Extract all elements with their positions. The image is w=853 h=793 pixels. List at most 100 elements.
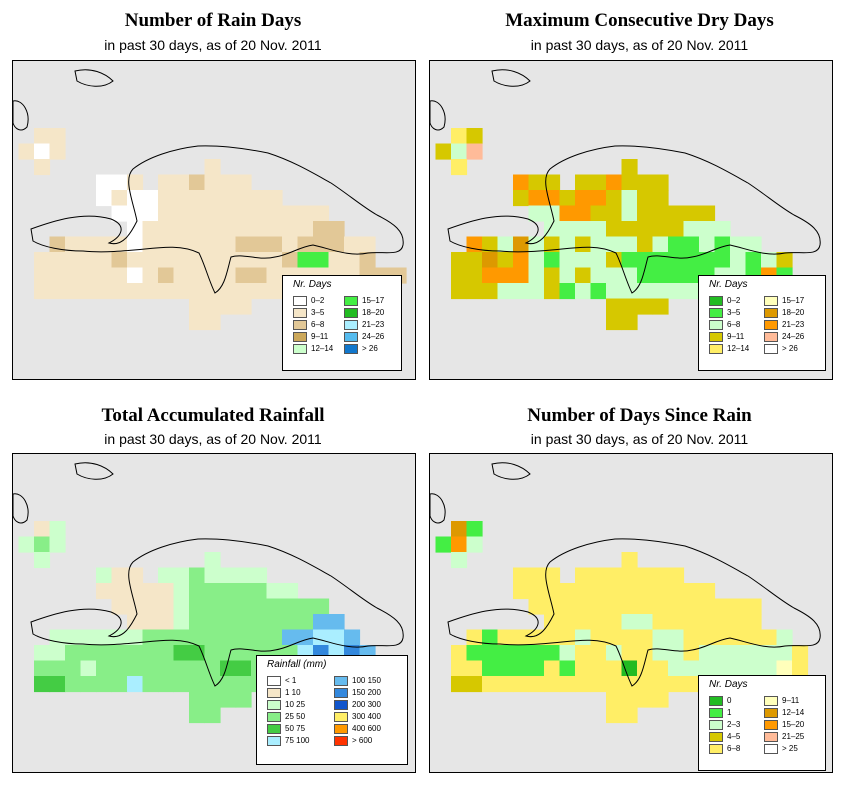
map-cell — [96, 629, 113, 646]
map-cell — [606, 174, 623, 191]
map-cell — [96, 174, 113, 191]
map-cell — [34, 128, 51, 145]
map-cell — [189, 660, 206, 677]
map-cell — [559, 205, 576, 222]
map-cell — [621, 598, 638, 615]
map-cell — [204, 645, 221, 662]
map-cell — [745, 629, 762, 646]
map-cell — [466, 252, 483, 269]
map-cell — [668, 629, 685, 646]
map-cell — [328, 221, 345, 238]
map-cell — [158, 221, 175, 238]
legend-swatch — [293, 296, 307, 306]
map-cell — [173, 190, 190, 207]
map-cell — [173, 205, 190, 222]
map-cell — [204, 707, 221, 724]
map-cell — [235, 691, 252, 708]
coastline — [13, 493, 29, 524]
legend-label: 400 600 — [352, 724, 381, 733]
map-cell — [158, 283, 175, 300]
legend-swatch — [267, 700, 281, 710]
map-cell — [251, 252, 268, 269]
map-cell — [451, 536, 468, 553]
map-cell — [158, 252, 175, 269]
legend-swatch — [709, 308, 723, 318]
map-cell — [652, 205, 669, 222]
map-cell — [266, 267, 283, 284]
map-cell — [575, 174, 592, 191]
map-cell — [328, 252, 345, 269]
map-cell — [220, 660, 237, 677]
map-cell — [451, 159, 468, 176]
map-cell — [528, 252, 545, 269]
map-cell — [559, 676, 576, 693]
map-cell — [173, 660, 190, 677]
map-cell — [344, 236, 361, 253]
map-cell — [482, 267, 499, 284]
map-cell — [266, 221, 283, 238]
map-cell — [220, 629, 237, 646]
map-cell — [730, 645, 747, 662]
map-cell — [220, 567, 237, 584]
map-cell — [730, 252, 747, 269]
map-cell — [266, 598, 283, 615]
coastline — [30, 538, 404, 687]
map-cell — [559, 283, 576, 300]
map-cell — [606, 691, 623, 708]
map-cell — [34, 645, 51, 662]
map-cell — [482, 283, 499, 300]
legend-swatch — [709, 732, 723, 742]
map-cell — [776, 660, 793, 677]
map-cell — [575, 583, 592, 600]
legend-swatch — [293, 344, 307, 354]
map-cell — [652, 283, 669, 300]
map-cell — [313, 205, 330, 222]
map-cell — [359, 236, 376, 253]
map-cell — [699, 583, 716, 600]
panel-title: Number of Rain Days — [124, 10, 302, 31]
panel-rain-days: Number of Rain Days in past 30 days, as … — [0, 0, 426, 390]
legend-swatch — [709, 296, 723, 306]
map-cell — [683, 236, 700, 253]
map-cell — [173, 583, 190, 600]
legend-swatch — [764, 696, 778, 706]
map-cell — [559, 629, 576, 646]
legend: Nr. Days 0–2 3–5 6–8 9–11 12–14 15–17 18–20 21–… — [282, 275, 402, 371]
map-cell — [590, 205, 607, 222]
map-cell — [111, 252, 128, 269]
map-cell — [668, 583, 685, 600]
map-cell — [497, 267, 514, 284]
legend-label: 1 — [727, 708, 732, 717]
map-cell — [297, 629, 314, 646]
map-cell — [621, 283, 638, 300]
map-cell — [111, 676, 128, 693]
map-cell — [65, 629, 82, 646]
map-cell — [466, 267, 483, 284]
map-cell — [559, 252, 576, 269]
map-cell — [266, 583, 283, 600]
legend-swatch — [764, 344, 778, 354]
map-cell — [80, 267, 97, 284]
map-cell — [637, 190, 654, 207]
map-cell — [714, 236, 731, 253]
map-cell — [575, 283, 592, 300]
map-cell — [466, 143, 483, 160]
map-cell — [220, 252, 237, 269]
map-cell — [220, 205, 237, 222]
map-cell — [189, 629, 206, 646]
map-cell — [49, 645, 66, 662]
legend-swatch — [764, 308, 778, 318]
legend-label: 9–11 — [782, 696, 800, 705]
map-cell — [235, 583, 252, 600]
map-cell — [668, 567, 685, 584]
map-cell — [497, 660, 514, 677]
map-cell — [714, 629, 731, 646]
map-cell — [544, 629, 561, 646]
map-cell — [466, 521, 483, 538]
map-cell — [761, 252, 778, 269]
map-cell — [590, 676, 607, 693]
map-cell — [142, 676, 159, 693]
map-cell — [220, 236, 237, 253]
map-cell — [173, 676, 190, 693]
legend-title: Nr. Days — [709, 679, 748, 690]
